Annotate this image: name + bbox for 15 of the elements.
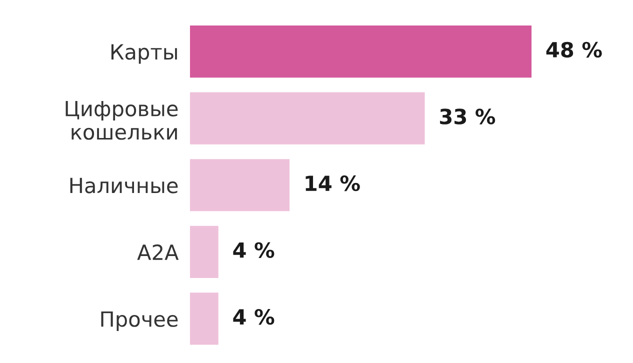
bar [190,25,532,78]
y-tick-label: Прочее [101,311,178,331]
y-tick-label: Карты [111,44,177,64]
data-label: 4 % [233,242,274,258]
data-label: 33 % [440,108,496,124]
bar [190,92,425,144]
y-tick-label: Цифровые кошельки [66,100,178,140]
data-label: 4 % [233,309,274,325]
bar [190,226,218,278]
y-tick-label: Наличные [70,178,178,194]
bar [190,292,218,345]
bar [190,159,290,212]
y-tick-label: A2A [137,244,179,260]
data-label: 48 % [546,42,602,58]
data-label: 14 % [306,175,360,192]
